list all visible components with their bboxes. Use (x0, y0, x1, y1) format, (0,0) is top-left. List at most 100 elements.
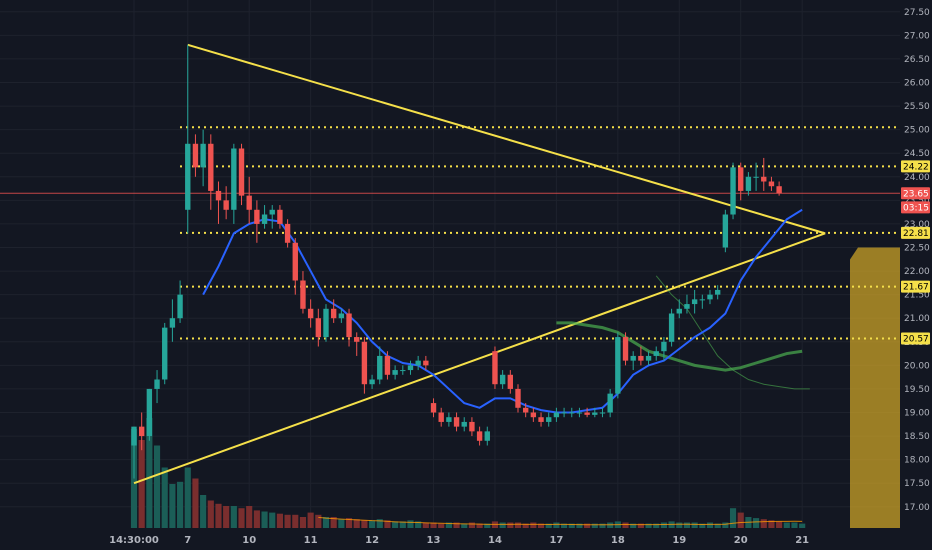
candle-body (546, 417, 552, 422)
candle-body (307, 308, 314, 319)
volume-bar (645, 523, 652, 528)
volume-bar (415, 521, 422, 528)
price-badge (901, 201, 930, 214)
candle-body (592, 412, 598, 415)
volume-bar (207, 500, 214, 528)
candle-body (722, 214, 729, 248)
volume-bar (315, 514, 322, 528)
y-tick-label: 19.50 (904, 385, 930, 395)
volume-bar (553, 522, 560, 528)
candle-body (676, 308, 682, 314)
volume-bar (338, 519, 345, 528)
candle-body (261, 214, 268, 224)
volume-ma-line (318, 516, 803, 526)
volume-bar (561, 523, 568, 528)
candle-body (768, 181, 775, 187)
volume-bar (499, 522, 506, 528)
horizontal-levels[interactable] (0, 126, 900, 340)
candle-body (330, 308, 337, 319)
volume-bar (269, 512, 276, 528)
volume-bar (714, 523, 721, 528)
volume-bar (292, 514, 299, 528)
trendlines[interactable] (133, 43, 826, 485)
candle-body (238, 148, 245, 196)
candle-body (638, 355, 644, 361)
volume-bar (753, 518, 760, 528)
volume-bar (468, 522, 475, 528)
candle-body (738, 167, 744, 191)
volume-bar (476, 523, 483, 528)
volume-bar (253, 510, 260, 528)
candle-body (569, 412, 575, 414)
candle-body (476, 431, 483, 441)
volume-bar (706, 522, 714, 528)
volume-bar (399, 521, 406, 528)
y-tick-label: 17.50 (904, 479, 930, 489)
volume-bar (238, 508, 245, 528)
candle-body (714, 289, 721, 295)
candle-body (215, 190, 222, 201)
candle-body (392, 370, 398, 375)
y-tick-label: 27.00 (904, 31, 930, 41)
candle-body (607, 393, 613, 413)
x-tick-label: 14:30:00 (109, 535, 159, 546)
candle-body (499, 374, 506, 385)
candle-body (377, 355, 383, 380)
y-tick-label: 24.00 (904, 173, 930, 183)
volume-bar (246, 506, 253, 528)
candle-body (446, 417, 452, 422)
candle-body (400, 370, 406, 372)
candle-body (691, 299, 698, 305)
volume-bar (169, 484, 176, 528)
volume-bar (407, 520, 414, 528)
candle-body (745, 176, 752, 191)
volume-bar (223, 506, 230, 528)
volume-bar (376, 519, 383, 528)
candle-body (615, 337, 621, 394)
trendline[interactable] (187, 43, 826, 235)
candle-body (515, 388, 521, 408)
price-badge (901, 187, 930, 200)
candle-body (484, 431, 490, 441)
y-axis-panel[interactable] (900, 0, 932, 528)
candle-body (246, 195, 252, 210)
price-badges: 24.22 23.65 03:15 22.81 21.67 20.57 (901, 160, 930, 345)
candle-body (254, 209, 260, 224)
candle-body (461, 421, 467, 427)
volume-bar (799, 523, 806, 528)
price-badge (901, 226, 930, 239)
volume-bar (630, 523, 637, 528)
volume-bar (422, 522, 429, 528)
candle-body (361, 341, 368, 385)
candle-body (162, 327, 168, 380)
volume-bar (729, 508, 737, 528)
candle-body (522, 407, 529, 413)
volume-bar (146, 418, 153, 528)
volume-bar (653, 523, 660, 528)
volume-bar (330, 517, 337, 528)
x-axis-panel[interactable] (0, 528, 932, 550)
y-tick-label: 22.00 (904, 267, 930, 277)
candle-body (177, 294, 183, 319)
volume-bar (530, 522, 537, 528)
candle-body (661, 341, 667, 352)
x-tick-label: 21 (795, 535, 809, 546)
candle-body (185, 143, 191, 210)
volume-bar (699, 523, 706, 528)
volume-bar (683, 522, 691, 528)
y-tick-label: 21.00 (904, 314, 930, 324)
candle-body (146, 388, 153, 437)
candle-body (684, 304, 690, 309)
volume-bar (660, 522, 667, 528)
volume-bar (261, 511, 268, 528)
candle-body (576, 412, 583, 414)
volume-bar (322, 517, 330, 528)
volume-bar (676, 522, 683, 528)
candle-body (561, 412, 567, 414)
volume-bar (384, 520, 391, 528)
trendline[interactable] (133, 232, 826, 485)
y-tick-label: 26.00 (904, 79, 930, 89)
x-tick-label: 10 (242, 535, 256, 546)
ma-fast-line (202, 208, 803, 414)
